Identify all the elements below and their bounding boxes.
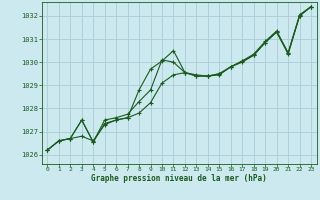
X-axis label: Graphe pression niveau de la mer (hPa): Graphe pression niveau de la mer (hPa) bbox=[91, 174, 267, 183]
